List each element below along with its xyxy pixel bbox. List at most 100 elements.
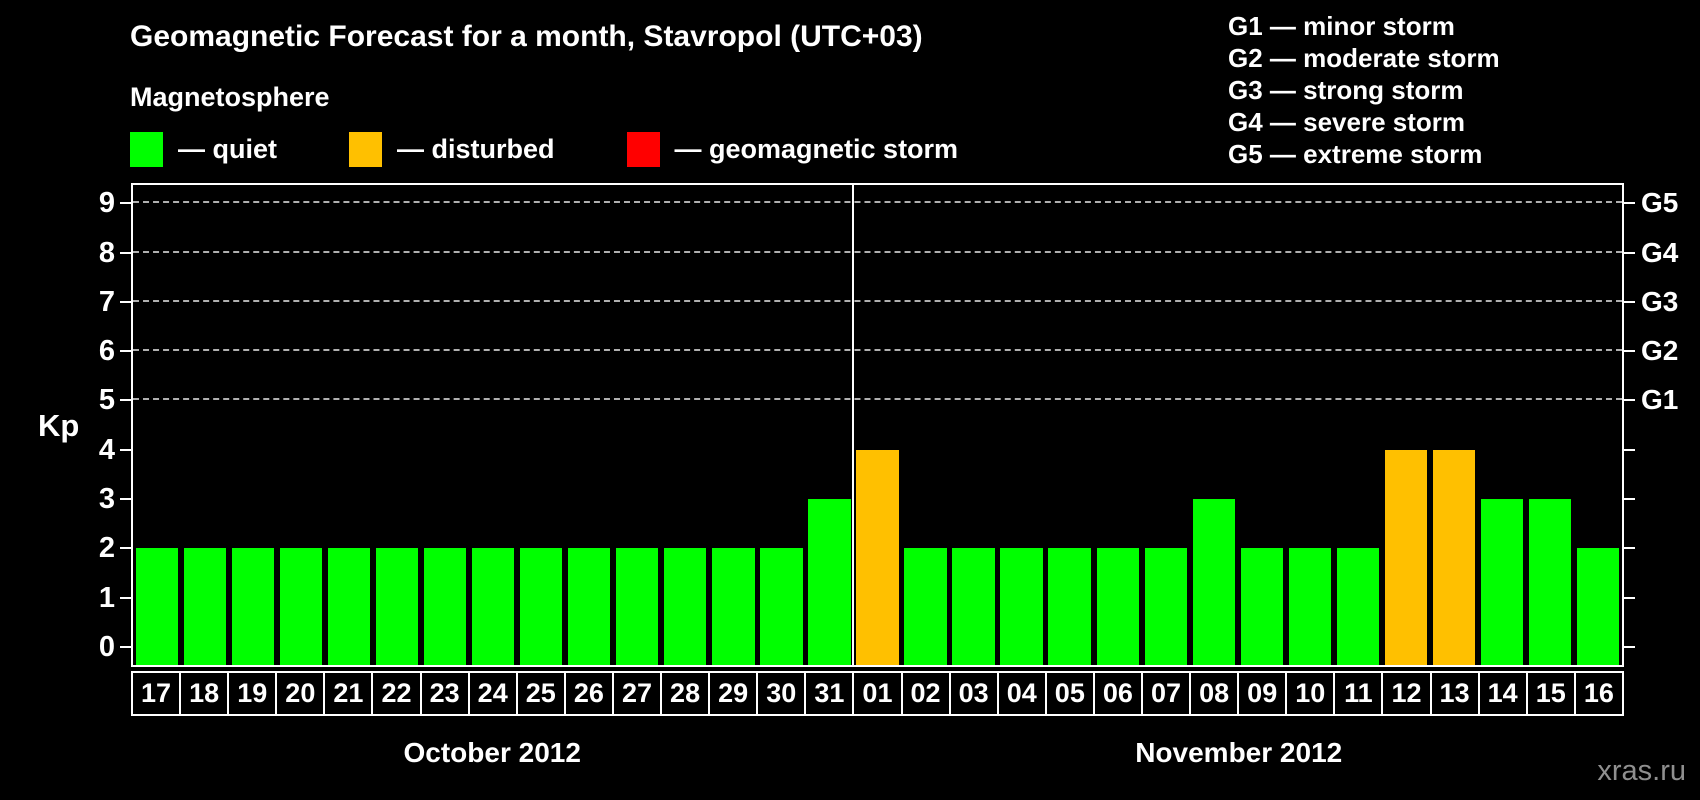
y-tick-label-kp7: 7: [98, 285, 115, 318]
day-label-12: 12: [1383, 673, 1432, 714]
kp-bar-day-08: [1192, 498, 1235, 665]
day-label-01: 01: [854, 673, 903, 714]
y-tick-kp1: [1624, 596, 1635, 599]
g-axis-label-g1: G1: [1641, 384, 1679, 416]
day-label-08: 08: [1191, 673, 1240, 714]
bar-slot-day-23: [421, 185, 469, 665]
kp-bar-day-27: [616, 548, 659, 665]
kp-bar-day-09: [1240, 548, 1283, 665]
y-tick-kp5: [120, 399, 131, 402]
y-tick-kp2: [1624, 547, 1635, 550]
bar-slot-day-26: [565, 185, 613, 665]
day-label-11: 11: [1335, 673, 1384, 714]
bar-slot-day-11: [1334, 185, 1382, 665]
y-tick-label-kp8: 8: [98, 236, 115, 269]
bar-slot-day-31: [805, 185, 853, 665]
kp-bar-day-12: [1384, 449, 1427, 665]
storm-scale-item-g2: G2 — moderate storm: [1228, 43, 1500, 73]
bar-slot-day-27: [613, 185, 661, 665]
storm-scale-item-g1: G1 — minor storm: [1228, 11, 1455, 41]
kp-bar-day-05: [1048, 548, 1091, 665]
month-label-november: November 2012: [1135, 737, 1343, 768]
y-tick-label-kp2: 2: [98, 532, 115, 565]
bar-slot-day-28: [661, 185, 709, 665]
gridline-kp7: [133, 299, 1622, 302]
quiet-color-swatch: [130, 131, 163, 167]
gridline-kp8: [133, 250, 1622, 253]
kp-bar-day-01: [856, 449, 899, 665]
y-tick-kp6: [1624, 350, 1635, 353]
bar-slot-day-19: [229, 185, 277, 665]
g-scale-axis-labels: G1 G2 G3 G4 G5: [1641, 185, 1700, 665]
legend-item-quiet: — quiet: [130, 131, 277, 167]
y-axis-title: Kp: [38, 408, 80, 443]
bar-slot-day-13: [1430, 185, 1478, 665]
g-axis-label-g3: G3: [1641, 285, 1679, 317]
plot-area: [131, 183, 1624, 667]
day-label-24: 24: [470, 673, 518, 714]
day-label-22: 22: [373, 673, 422, 714]
day-label-04: 04: [999, 673, 1047, 714]
day-label-25: 25: [518, 673, 566, 714]
day-label-17: 17: [133, 673, 182, 714]
day-label-23: 23: [422, 673, 470, 714]
storm-color-swatch: [626, 131, 660, 167]
month-labels-row: October 2012 November 2012: [131, 733, 1624, 773]
bar-slot-day-20: [277, 185, 325, 665]
y-tick-label-kp0: 0: [98, 630, 115, 663]
bar-slot-day-18: [181, 185, 229, 665]
kp-bar-day-13: [1432, 449, 1475, 665]
storm-scale-item-g4: G4 — severe storm: [1228, 107, 1466, 137]
bar-slot-day-06: [1094, 185, 1142, 665]
bar-slot-day-02: [902, 185, 950, 665]
day-label-27: 27: [614, 673, 663, 714]
day-label-13: 13: [1432, 673, 1480, 714]
kp-bar-day-11: [1336, 548, 1379, 665]
y-tick-kp4: [120, 448, 131, 451]
magnetosphere-legend: — quiet — disturbed — geomagnetic storm: [130, 130, 1030, 168]
y-tick-kp4: [1624, 448, 1635, 451]
bar-slot-day-10: [1286, 185, 1334, 665]
g-axis-label-g4: G4: [1641, 236, 1679, 268]
y-axis-tick-labels: 0 1 2 3 4 5 6 7 8 9: [0, 185, 115, 665]
day-label-14: 14: [1480, 673, 1528, 714]
day-label-20: 20: [277, 673, 326, 714]
y-tick-kp1: [120, 596, 131, 599]
y-tick-kp6: [120, 350, 131, 353]
y-tick-kp3: [120, 497, 131, 500]
y-axis-ticks-left: [120, 185, 131, 665]
y-tick-label-kp4: 4: [98, 433, 115, 466]
y-tick-label-kp1: 1: [98, 581, 115, 614]
magnetosphere-heading: Magnetosphere: [130, 82, 330, 112]
kp-bar-day-07: [1144, 548, 1187, 665]
y-tick-kp8: [120, 251, 131, 254]
y-tick-kp9: [1624, 202, 1635, 205]
legend-label-storm: — geomagnetic storm: [674, 133, 959, 164]
kp-bar-day-17: [135, 548, 179, 665]
kp-bar-day-29: [712, 548, 755, 665]
y-tick-kp9: [120, 202, 131, 205]
day-label-03: 03: [951, 673, 999, 714]
gridline-kp6: [133, 349, 1622, 352]
y-tick-label-kp6: 6: [98, 335, 115, 368]
bar-slot-day-15: [1526, 185, 1574, 665]
gridline-kp5: [133, 398, 1622, 401]
bar-slot-day-09: [1238, 185, 1286, 665]
storm-scale-item-g3: G3 — strong storm: [1228, 75, 1464, 105]
kp-bar-day-25: [520, 548, 563, 665]
g-axis-label-g2: G2: [1641, 335, 1679, 367]
day-label-21: 21: [325, 673, 374, 714]
kp-bar-day-30: [760, 548, 803, 665]
kp-bar-day-18: [183, 548, 227, 665]
g-axis-label-g5: G5: [1641, 187, 1679, 219]
gridline-kp9: [133, 201, 1622, 204]
y-tick-kp5: [1624, 399, 1635, 402]
day-label-10: 10: [1287, 673, 1336, 714]
bar-slot-day-04: [998, 185, 1046, 665]
bar-slot-day-05: [1046, 185, 1094, 665]
kp-bar-day-31: [808, 498, 851, 665]
day-label-05: 05: [1047, 673, 1095, 714]
bars-container: [133, 185, 1622, 665]
day-label-31: 31: [806, 673, 855, 714]
